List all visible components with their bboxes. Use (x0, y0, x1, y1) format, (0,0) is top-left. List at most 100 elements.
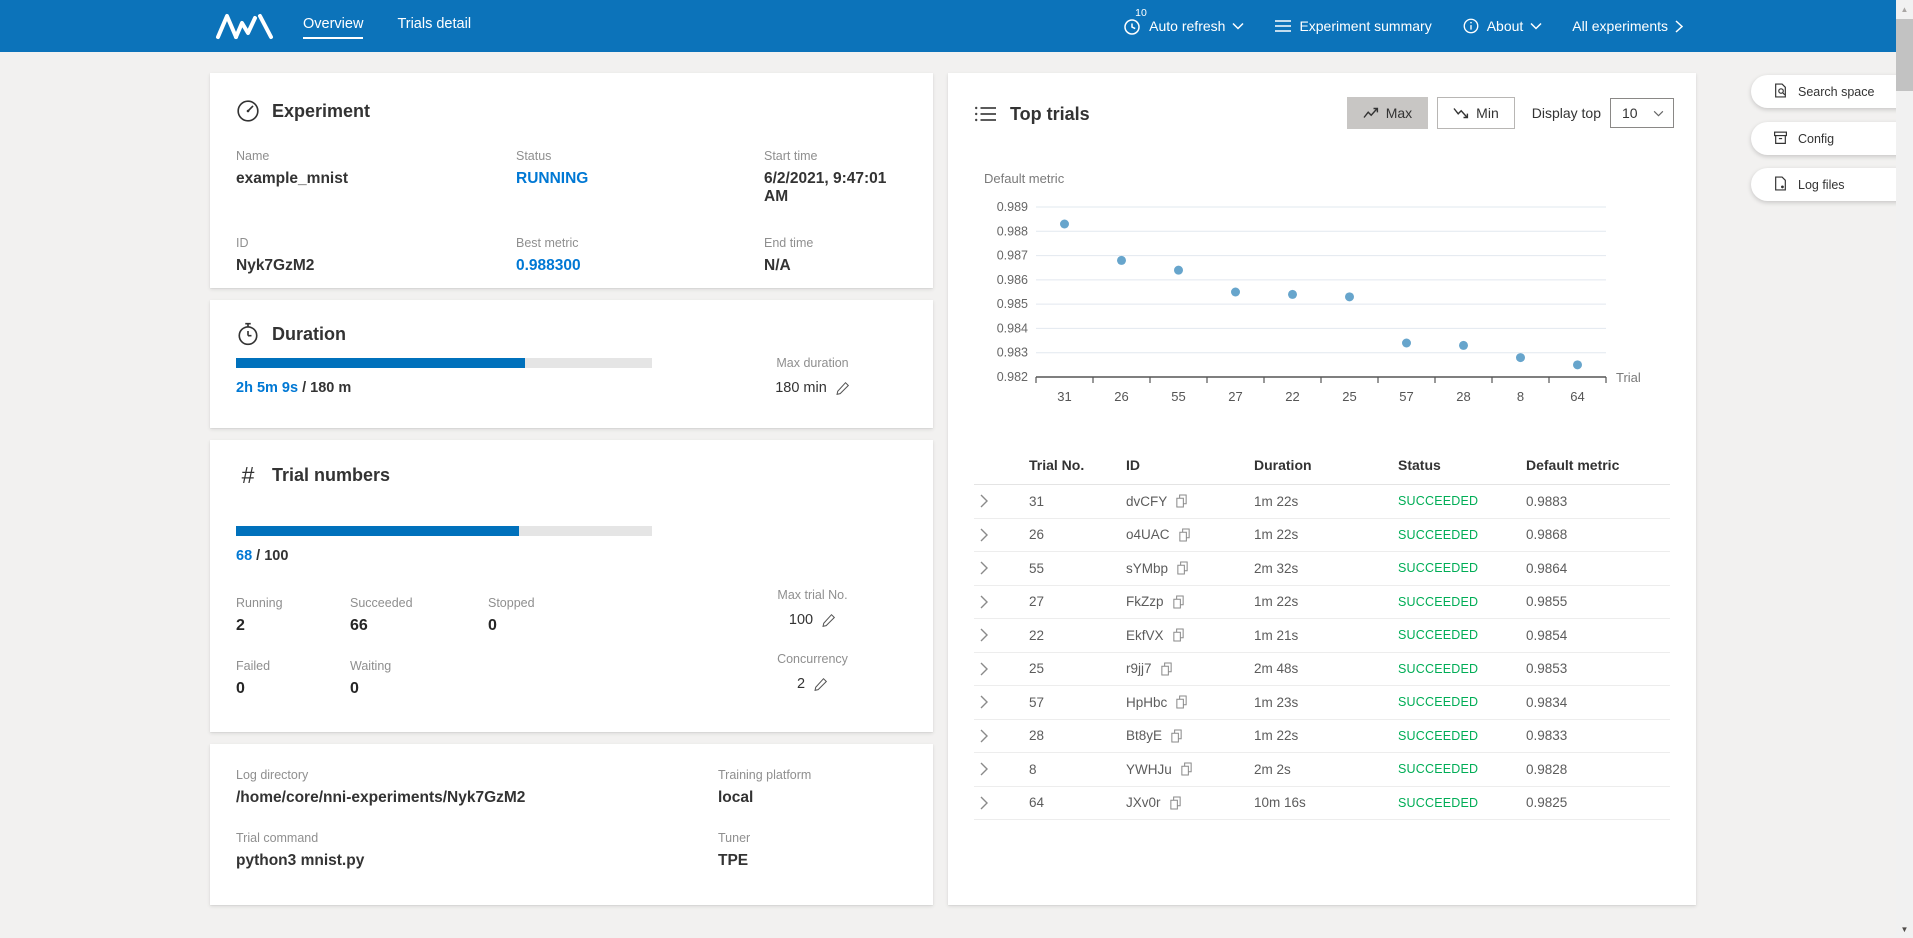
scatter-point[interactable] (1459, 340, 1468, 350)
scrollbar-up-arrow[interactable]: ▲ (1900, 4, 1909, 14)
auto-refresh-control[interactable]: 10 Auto refresh (1122, 7, 1244, 36)
scrollbar-down-arrow[interactable]: ▼ (1900, 924, 1909, 934)
field-value: python3 mnist.py (236, 852, 365, 869)
nni-logo[interactable] (215, 11, 275, 41)
gauge-icon (237, 100, 259, 122)
x-tick-label: 55 (1171, 389, 1185, 404)
column-header: Trial No. (1029, 456, 1085, 473)
table-row: 57 HpHbc 1m 23s SUCCEEDED 0.9834 (974, 686, 1670, 720)
scatter-point[interactable] (1231, 287, 1240, 297)
row-expand-button[interactable] (974, 762, 1029, 776)
stat-label: Running (236, 596, 283, 610)
stopwatch-icon (238, 322, 258, 346)
status-badge: SUCCEEDED (1398, 527, 1479, 542)
duration-cell: 1m 22s (1254, 594, 1299, 610)
trial-id-text: Bt8yE (1126, 728, 1163, 744)
duration-cell: 10m 16s (1254, 795, 1306, 811)
scatter-point[interactable] (1060, 219, 1069, 229)
max-duration-label: Max duration (776, 356, 849, 370)
scatter-point[interactable] (1345, 292, 1354, 302)
display-top-select[interactable]: 10 (1610, 98, 1674, 128)
chart-ylabel: Default metric (984, 171, 1065, 186)
scatter-point[interactable] (1174, 265, 1183, 275)
x-tick-label: 64 (1570, 389, 1584, 404)
experiment-field: End time N/A (764, 236, 907, 275)
row-expand-button[interactable] (974, 561, 1029, 575)
trend-up-icon (1363, 107, 1378, 118)
copy-id-button[interactable] (1180, 762, 1193, 776)
copy-id-button[interactable] (1176, 561, 1189, 575)
copy-id-button[interactable] (1160, 662, 1173, 676)
experiment-field: Name example_mnist (236, 149, 516, 206)
row-expand-button[interactable] (974, 662, 1029, 676)
max-toggle-button[interactable]: Max (1346, 97, 1429, 129)
copy-icon (1176, 695, 1187, 709)
scatter-point[interactable] (1402, 338, 1411, 348)
status-badge: SUCCEEDED (1398, 661, 1479, 676)
tab-overview[interactable]: Overview (303, 16, 364, 39)
table-header-row: Trial No. ID Duration Status Default metric (974, 445, 1670, 485)
page-scrollbar[interactable]: ▲ ▼ (1896, 0, 1913, 938)
experiment-summary-button[interactable]: Experiment summary (1274, 18, 1432, 34)
row-expand-button[interactable] (974, 628, 1029, 642)
info-field: Trial command python3 mnist.py (236, 831, 718, 870)
stat-value: 0 (488, 617, 497, 634)
experiment-summary-label: Experiment summary (1299, 18, 1432, 34)
trials-progress-track (236, 526, 652, 536)
copy-id-button[interactable] (1178, 528, 1191, 542)
column-header: ID (1126, 456, 1140, 473)
side-button-log-files[interactable]: Log files (1751, 168, 1913, 201)
clock-icon (1124, 19, 1140, 35)
table-row: 8 YWHJu 2m 2s SUCCEEDED 0.9828 (974, 753, 1670, 787)
side-button-search-space[interactable]: Search space (1751, 75, 1913, 108)
metric-cell: 0.9834 (1526, 694, 1568, 710)
x-tick-label: 22 (1285, 389, 1299, 404)
scatter-point[interactable] (1516, 353, 1525, 363)
row-expand-button[interactable] (974, 695, 1029, 709)
table-row: 28 Bt8yE 1m 22s SUCCEEDED 0.9833 (974, 720, 1670, 753)
field-value: 0.988300 (516, 257, 581, 274)
trial-no-cell: 28 (1029, 728, 1045, 744)
copy-icon (1169, 796, 1181, 810)
copy-id-button[interactable] (1172, 595, 1185, 609)
field-value: local (718, 789, 754, 806)
all-experiments-link[interactable]: All experiments (1572, 18, 1683, 34)
tab-trials-detail[interactable]: Trials detail (397, 16, 472, 32)
copy-id-button[interactable] (1172, 628, 1185, 642)
duration-cell: 2m 48s (1254, 661, 1299, 677)
status-badge: SUCCEEDED (1398, 762, 1479, 777)
field-label: Tuner (718, 831, 751, 845)
copy-id-button[interactable] (1175, 695, 1188, 709)
experiment-field: Start time 6/2/2021, 9:47:01 AM (764, 149, 907, 206)
side-button-config[interactable]: Config (1751, 122, 1913, 155)
y-tick-label: 0.988 (997, 224, 1028, 238)
info-field: Log directory/home/core/nni-experiments/… (236, 768, 718, 807)
min-toggle-button[interactable]: Min (1437, 97, 1515, 129)
experiment-field: Status RUNNING (516, 149, 764, 206)
row-expand-button[interactable] (974, 796, 1029, 810)
status-badge: SUCCEEDED (1398, 728, 1479, 743)
about-label: About (1486, 18, 1524, 34)
copy-icon (1160, 662, 1172, 676)
row-expand-button[interactable] (974, 595, 1029, 609)
edit-pencil-icon[interactable] (821, 613, 836, 628)
scatter-point[interactable] (1117, 255, 1126, 265)
copy-id-button[interactable] (1169, 796, 1182, 810)
row-expand-button[interactable] (974, 528, 1029, 542)
side-button-label: Config (1798, 131, 1835, 146)
scrollbar-thumb[interactable] (1896, 19, 1913, 91)
edit-pencil-icon[interactable] (813, 677, 828, 692)
field-label: Best metric (516, 236, 579, 250)
scatter-point[interactable] (1288, 289, 1297, 299)
max-trial-value: 100 (788, 612, 814, 628)
top-trials-chart[interactable]: Default metric 0.989 0.988 0.987 0.986 0.985 0… (978, 165, 1678, 423)
about-menu[interactable]: About (1462, 17, 1543, 35)
row-expand-button[interactable] (974, 494, 1029, 508)
copy-id-button[interactable] (1170, 729, 1183, 743)
copy-id-button[interactable] (1175, 494, 1188, 508)
max-duration-value: 180 min (775, 380, 827, 396)
edit-pencil-icon[interactable] (835, 381, 850, 396)
row-expand-button[interactable] (974, 729, 1029, 743)
column-header: Default metric (1526, 456, 1620, 473)
scatter-point[interactable] (1573, 360, 1582, 370)
